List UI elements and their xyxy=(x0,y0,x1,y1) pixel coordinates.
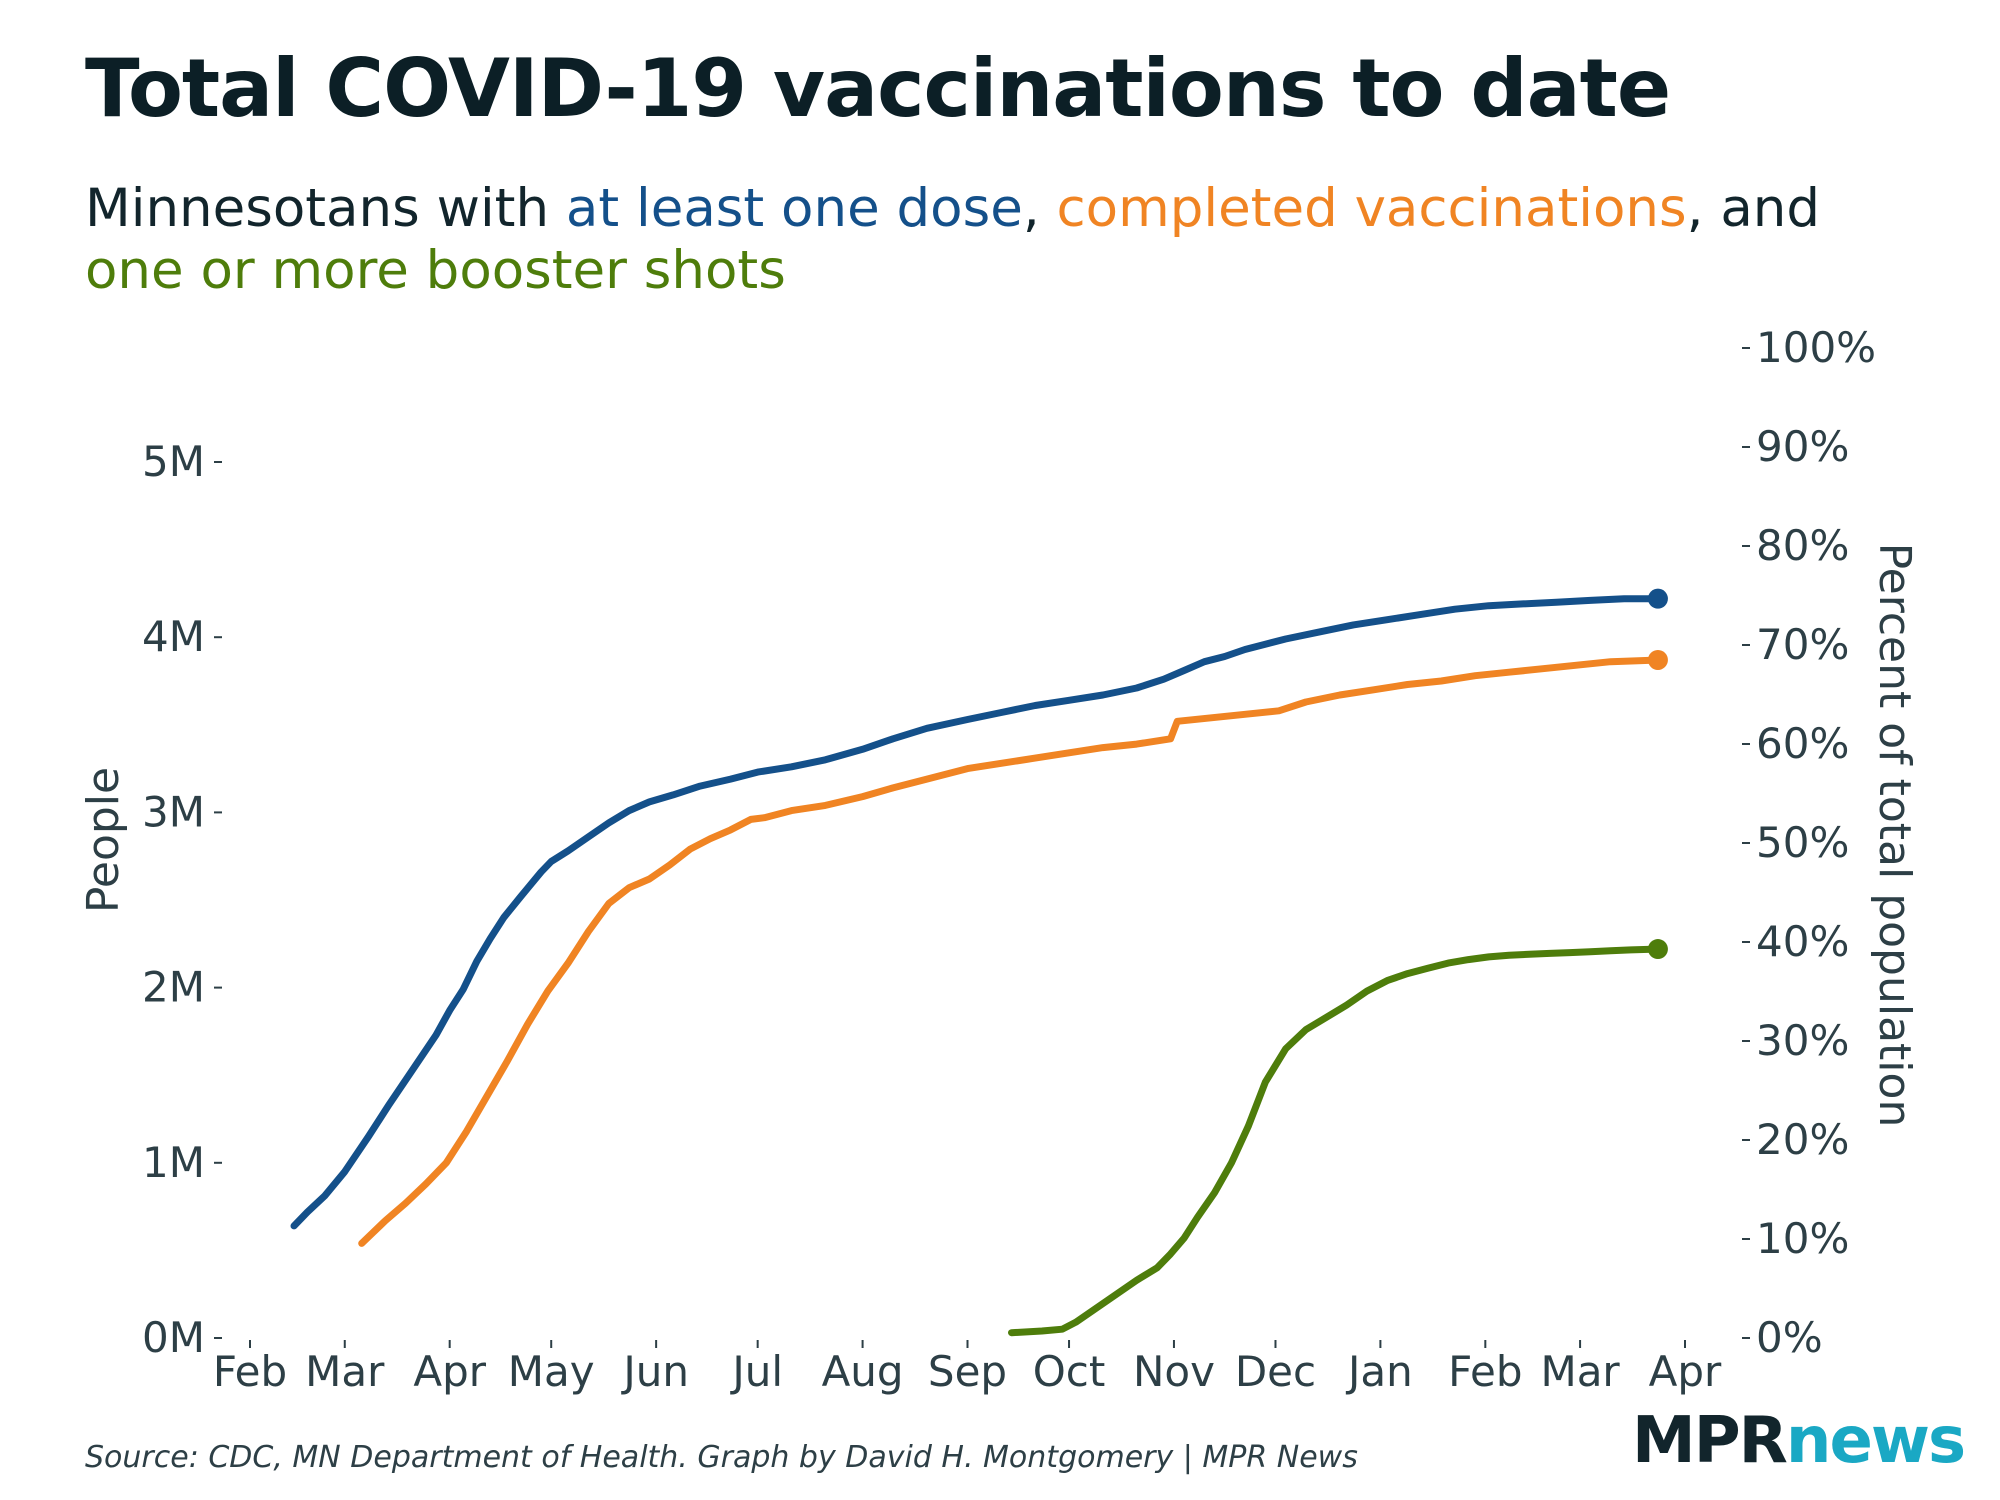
chart-subtitle: Minnesotans with at least one dose, comp… xyxy=(85,178,1965,302)
y2-tick-label: 100% xyxy=(1756,323,1876,372)
subtitle-booster: one or more booster shots xyxy=(85,240,786,301)
subtitle-completed: completed vaccinations xyxy=(1056,178,1687,239)
x-tick-label: Jun xyxy=(620,1347,689,1396)
y-tick-label: 2M xyxy=(142,963,205,1012)
series-line-1 xyxy=(290,595,1662,1230)
y2-tick-label: 90% xyxy=(1756,422,1849,471)
subtitle-prefix: Minnesotans with xyxy=(85,178,566,239)
series-layer xyxy=(290,588,1668,1337)
subtitle-separator-2: , and xyxy=(1686,178,1821,239)
series-end-point-3 xyxy=(1647,939,1668,960)
x-tick-label: Jan xyxy=(1345,1347,1413,1396)
y2-tick-label: 50% xyxy=(1756,818,1849,867)
y2-tick-label: 10% xyxy=(1756,1214,1849,1263)
x-tick-label: Aug xyxy=(822,1347,904,1396)
x-tick-label: Apr xyxy=(1649,1347,1722,1396)
subtitle-separator-1: , xyxy=(1022,178,1057,239)
x-tick-label: Sep xyxy=(928,1347,1007,1396)
y2-tick-label: 40% xyxy=(1756,917,1849,966)
y-tick-label: 5M xyxy=(142,437,205,486)
x-tick-label: Dec xyxy=(1235,1347,1316,1396)
x-tick-label: Oct xyxy=(1033,1347,1106,1396)
y2-tick-label: 60% xyxy=(1756,719,1849,768)
x-tick-label: Feb xyxy=(213,1347,287,1396)
source-note: Source: CDC, MN Department of Health. Gr… xyxy=(85,1440,1358,1475)
x-tick-label: Nov xyxy=(1133,1347,1215,1396)
x-tick-label: Mar xyxy=(305,1347,385,1396)
y-tick-label: 0M xyxy=(142,1313,205,1362)
y2-tick-label: 0% xyxy=(1756,1313,1823,1362)
x-tick-label: Apr xyxy=(413,1347,486,1396)
y2-tick-label: 30% xyxy=(1756,1016,1849,1065)
logo-news: news xyxy=(1785,1404,1966,1478)
y2-axis-label: Percent of total population xyxy=(1869,543,1920,1128)
series-end-point-1 xyxy=(1647,588,1668,609)
x-tick-label: Feb xyxy=(1448,1347,1522,1396)
logo-mpr: MPR xyxy=(1632,1404,1788,1478)
y-tick-label: 3M xyxy=(142,787,205,836)
mpr-news-logo: MPRnews xyxy=(1632,1409,1966,1473)
y2-tick-label: 80% xyxy=(1756,521,1849,570)
y2-tick-label: 70% xyxy=(1756,620,1849,669)
subtitle-one-dose: at least one dose xyxy=(565,178,1023,239)
chart-title: Total COVID-19 vaccinations to date xyxy=(85,42,1671,135)
axes-layer: 0M 1M 2M 3M 4M 5M 0% 10% 20% 30% 40% 50% 60% 70% 80% 90… xyxy=(142,323,1876,1396)
x-tick-label: Jul xyxy=(729,1347,783,1396)
series-line-2 xyxy=(358,656,1662,1247)
y-axis-label: People xyxy=(78,767,129,913)
y-tick-label: 1M xyxy=(142,1138,205,1187)
y2-tick-label: 20% xyxy=(1756,1115,1849,1164)
series-line-3 xyxy=(1008,945,1662,1337)
y-tick-label: 4M xyxy=(142,612,205,661)
x-tick-label: May xyxy=(508,1347,595,1396)
x-tick-label: Mar xyxy=(1540,1347,1620,1396)
series-end-point-2 xyxy=(1647,649,1668,670)
